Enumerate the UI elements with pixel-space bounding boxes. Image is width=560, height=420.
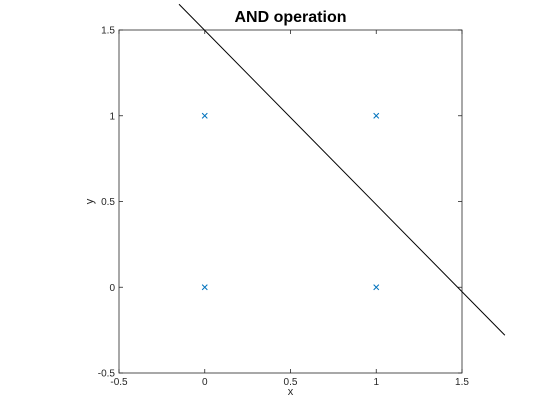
y-tick-label: 0 — [109, 283, 115, 294]
y-tick-label: 1.5 — [101, 26, 115, 37]
y-tick-label: 0.5 — [101, 197, 115, 208]
x-tick-label: 1.5 — [455, 377, 469, 388]
data-point-stroke — [373, 284, 380, 291]
plot-frame — [118, 29, 463, 374]
x-axis-label: x — [288, 386, 294, 398]
data-point — [373, 112, 380, 119]
data-point-stroke — [373, 112, 380, 119]
chart-title: AND operation — [235, 9, 347, 26]
data-point-stroke — [201, 112, 208, 119]
decision-boundary-line — [178, 3, 506, 336]
data-point — [201, 112, 208, 119]
x-tick-label: -0.5 — [110, 377, 128, 388]
x-tick-label: 0.5 — [284, 377, 298, 388]
chart-marks: -0.5 0 0.5 1 1.5 -0.5 0 0.5 1 1.5 — [98, 3, 506, 388]
x-tick-label: 0 — [202, 377, 208, 388]
y-tick-label: 1 — [109, 111, 115, 122]
y-axis-label: y — [84, 198, 96, 204]
data-point-stroke — [201, 284, 208, 291]
data-point — [373, 284, 380, 291]
x-tick-label: 1 — [373, 377, 379, 388]
data-point — [201, 284, 208, 291]
y-tick-label: -0.5 — [98, 369, 116, 380]
